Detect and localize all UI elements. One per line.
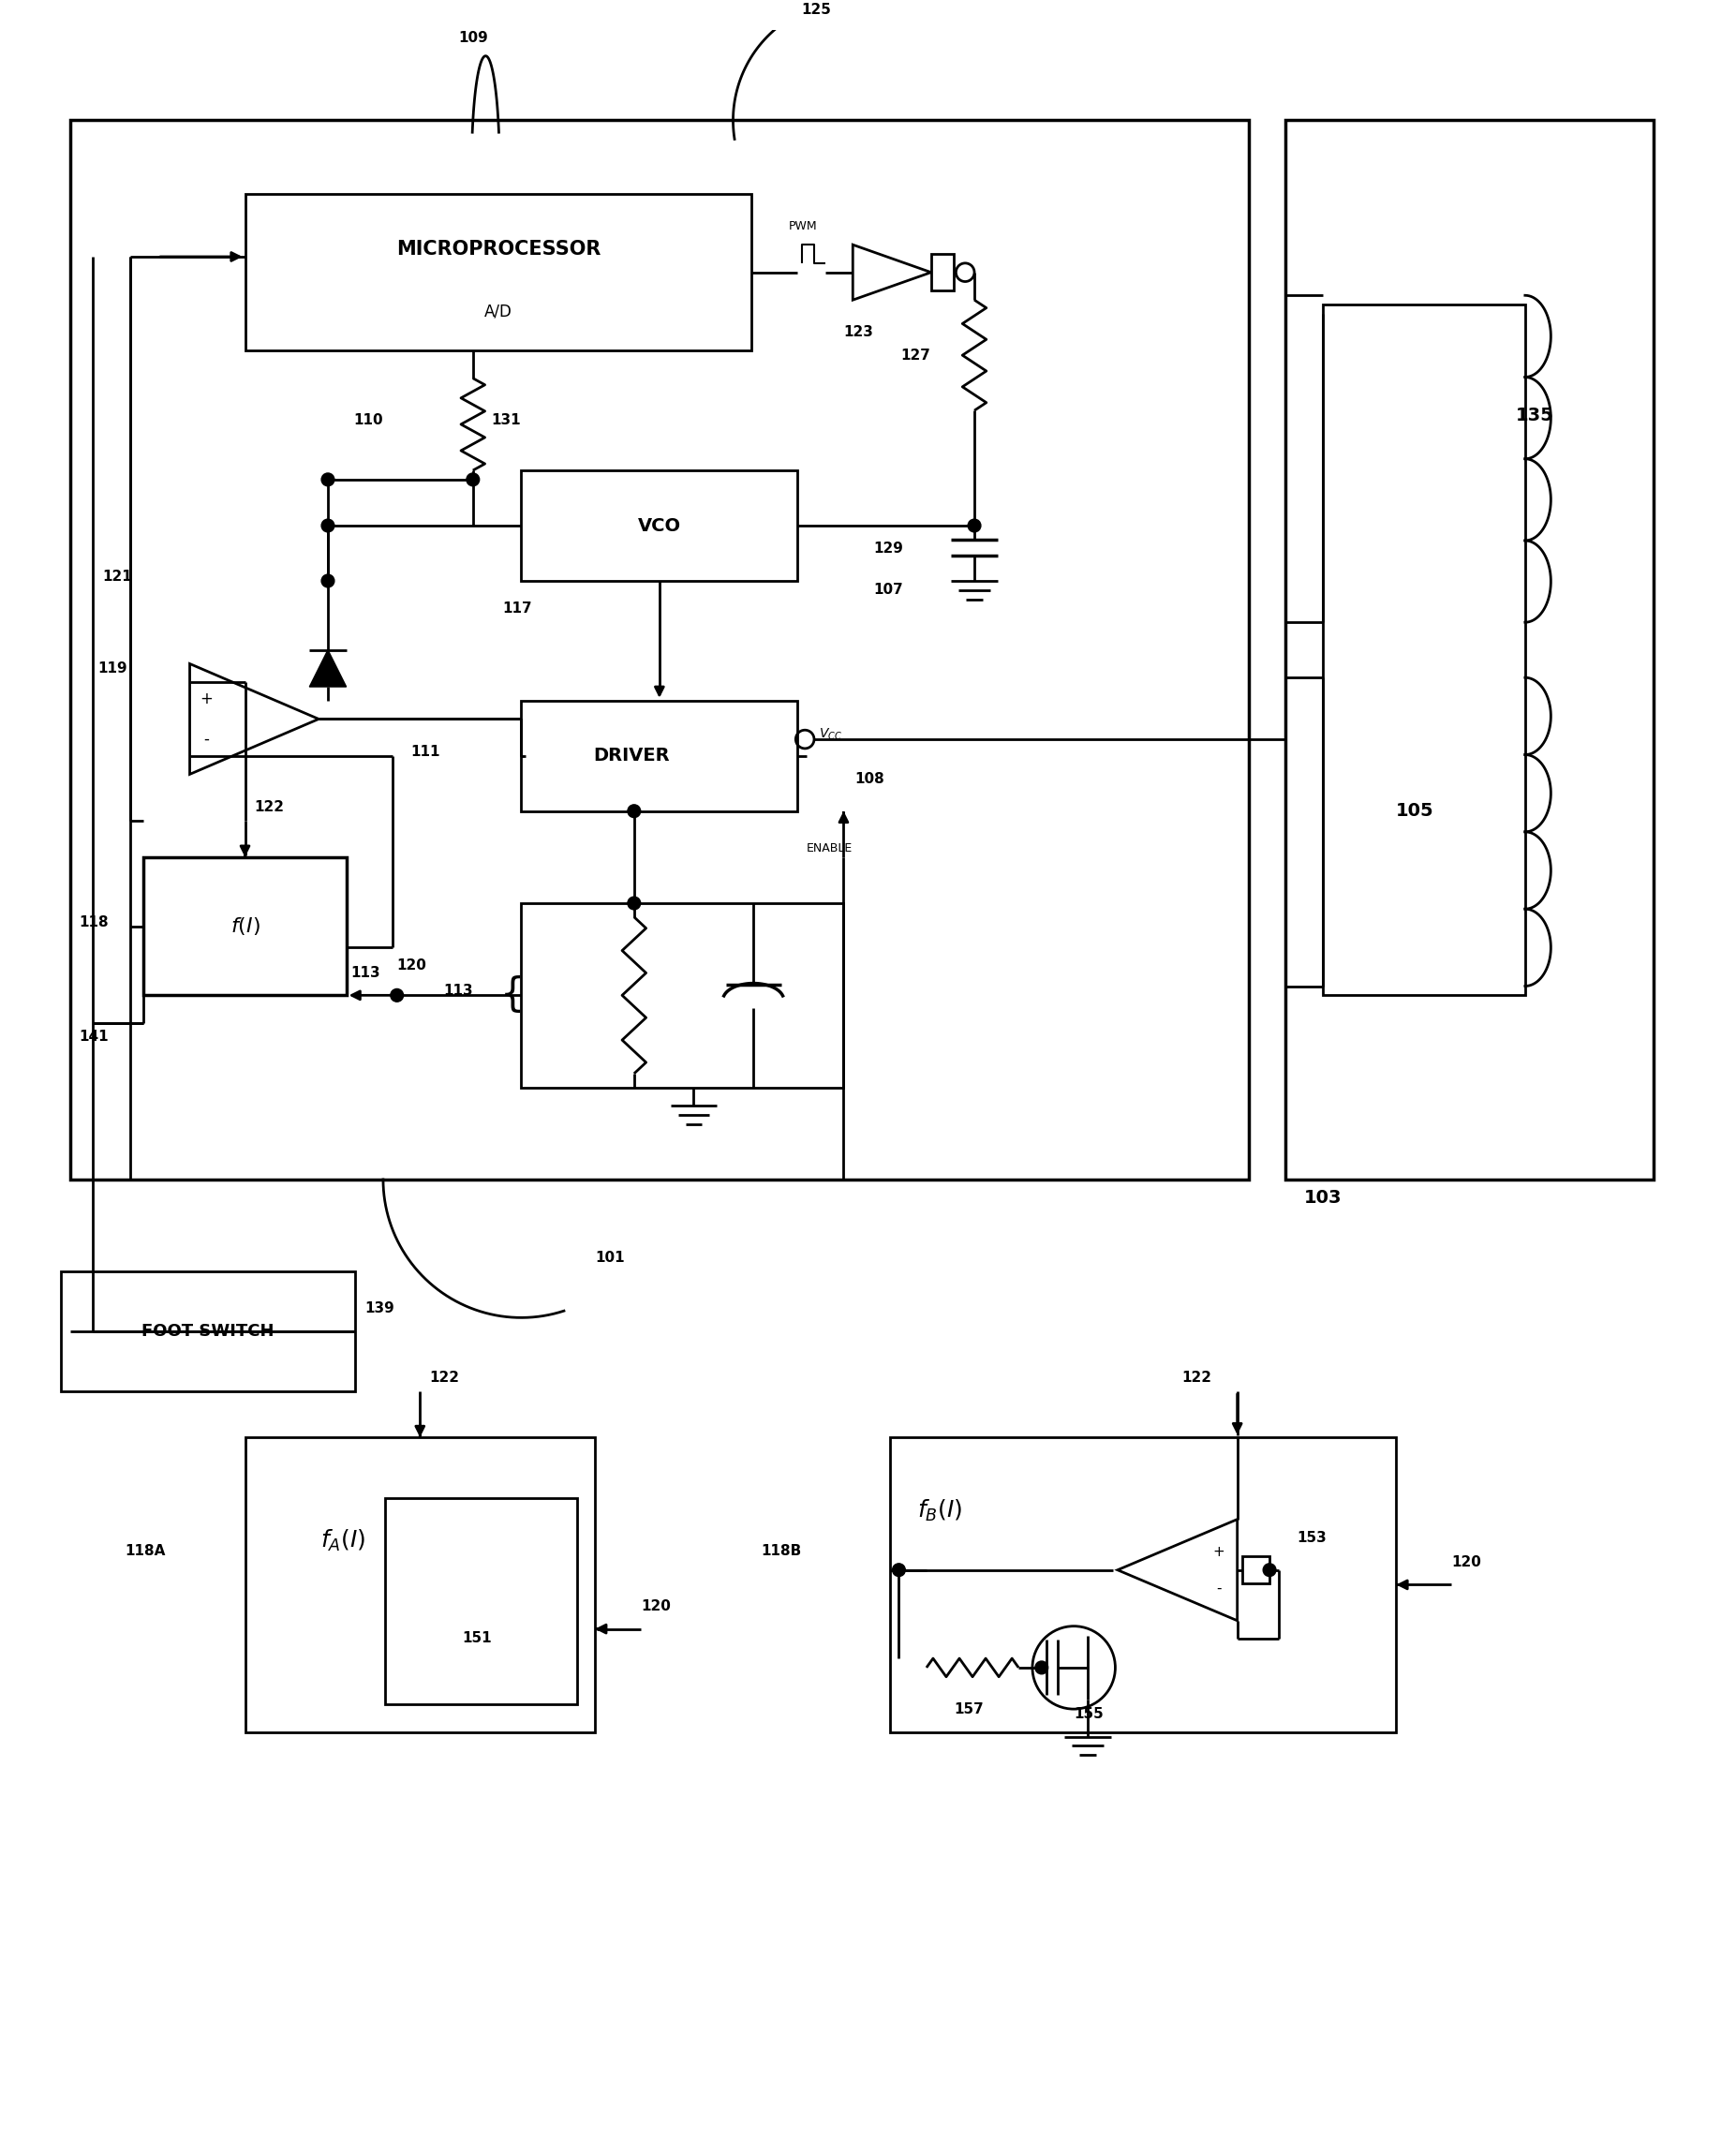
- Circle shape: [321, 474, 335, 487]
- Text: 129: 129: [873, 543, 903, 555]
- Text: $f(I)$: $f(I)$: [231, 915, 260, 937]
- Text: ENABLE: ENABLE: [807, 842, 852, 855]
- Text: PWM: PWM: [788, 220, 818, 233]
- Bar: [521, 904, 844, 1087]
- Text: 110: 110: [352, 413, 384, 426]
- Text: 120: 120: [641, 1600, 670, 1613]
- Text: 101: 101: [595, 1251, 625, 1266]
- Bar: [1286, 121, 1654, 1180]
- Circle shape: [321, 519, 335, 532]
- Text: 139: 139: [365, 1303, 394, 1315]
- Text: 113: 113: [351, 967, 380, 980]
- Text: MICROPROCESSOR: MICROPROCESSOR: [396, 239, 601, 258]
- Text: $f_B(I)$: $f_B(I)$: [917, 1498, 962, 1524]
- Text: 131: 131: [491, 413, 521, 426]
- Text: 121: 121: [102, 571, 132, 583]
- Text: 119: 119: [97, 661, 127, 676]
- Text: 122: 122: [253, 801, 285, 814]
- Circle shape: [391, 988, 403, 1001]
- Text: $f_A(I)$: $f_A(I)$: [321, 1529, 366, 1552]
- Text: 111: 111: [411, 745, 441, 758]
- Text: 103: 103: [1304, 1188, 1342, 1208]
- Circle shape: [1035, 1662, 1049, 1675]
- Bar: [245, 1438, 595, 1731]
- Text: 141: 141: [80, 1029, 109, 1044]
- Text: -: -: [1217, 1580, 1222, 1595]
- Bar: [521, 469, 797, 581]
- Text: FOOT SWITCH: FOOT SWITCH: [142, 1322, 274, 1339]
- Bar: [1323, 304, 1524, 995]
- Circle shape: [892, 1563, 904, 1576]
- Text: -: -: [203, 730, 208, 747]
- Bar: [930, 254, 955, 291]
- Text: 108: 108: [854, 773, 884, 786]
- Text: +: +: [1213, 1544, 1226, 1559]
- Text: 113: 113: [443, 984, 472, 999]
- Circle shape: [628, 805, 641, 818]
- Text: 155: 155: [1075, 1707, 1104, 1720]
- Text: 125: 125: [800, 2, 832, 17]
- Text: +: +: [200, 691, 214, 706]
- Text: A/D: A/D: [484, 304, 512, 321]
- Text: 105: 105: [1396, 803, 1434, 820]
- Text: 127: 127: [901, 349, 930, 362]
- Text: 107: 107: [873, 583, 903, 596]
- Text: 153: 153: [1297, 1531, 1326, 1546]
- Bar: [521, 700, 797, 812]
- Text: 135: 135: [1516, 407, 1554, 424]
- Text: 109: 109: [458, 30, 488, 45]
- Circle shape: [467, 474, 479, 487]
- Text: 117: 117: [503, 603, 533, 616]
- Text: 122: 122: [1182, 1371, 1212, 1384]
- Text: 123: 123: [844, 325, 873, 340]
- Text: 151: 151: [462, 1632, 491, 1645]
- Polygon shape: [309, 650, 345, 687]
- Bar: [1241, 1557, 1269, 1585]
- Circle shape: [628, 898, 641, 911]
- Text: 118: 118: [80, 915, 109, 930]
- Text: 118B: 118B: [760, 1544, 802, 1559]
- Text: 120: 120: [398, 958, 427, 973]
- Text: 122: 122: [429, 1371, 458, 1384]
- Text: 157: 157: [955, 1703, 984, 1716]
- Bar: [144, 857, 345, 995]
- Text: {: {: [500, 975, 524, 1014]
- Text: VCO: VCO: [637, 517, 681, 534]
- Bar: [889, 1438, 1396, 1731]
- Text: 118A: 118A: [125, 1544, 167, 1559]
- Circle shape: [1264, 1563, 1276, 1576]
- Text: DRIVER: DRIVER: [594, 747, 670, 764]
- Bar: [61, 1272, 356, 1391]
- Text: 120: 120: [1451, 1554, 1481, 1570]
- Circle shape: [321, 575, 335, 588]
- Bar: [69, 121, 1248, 1180]
- Text: $V_{CC}$: $V_{CC}$: [819, 728, 842, 743]
- Bar: [385, 1498, 578, 1705]
- Circle shape: [969, 519, 981, 532]
- Bar: [245, 194, 752, 351]
